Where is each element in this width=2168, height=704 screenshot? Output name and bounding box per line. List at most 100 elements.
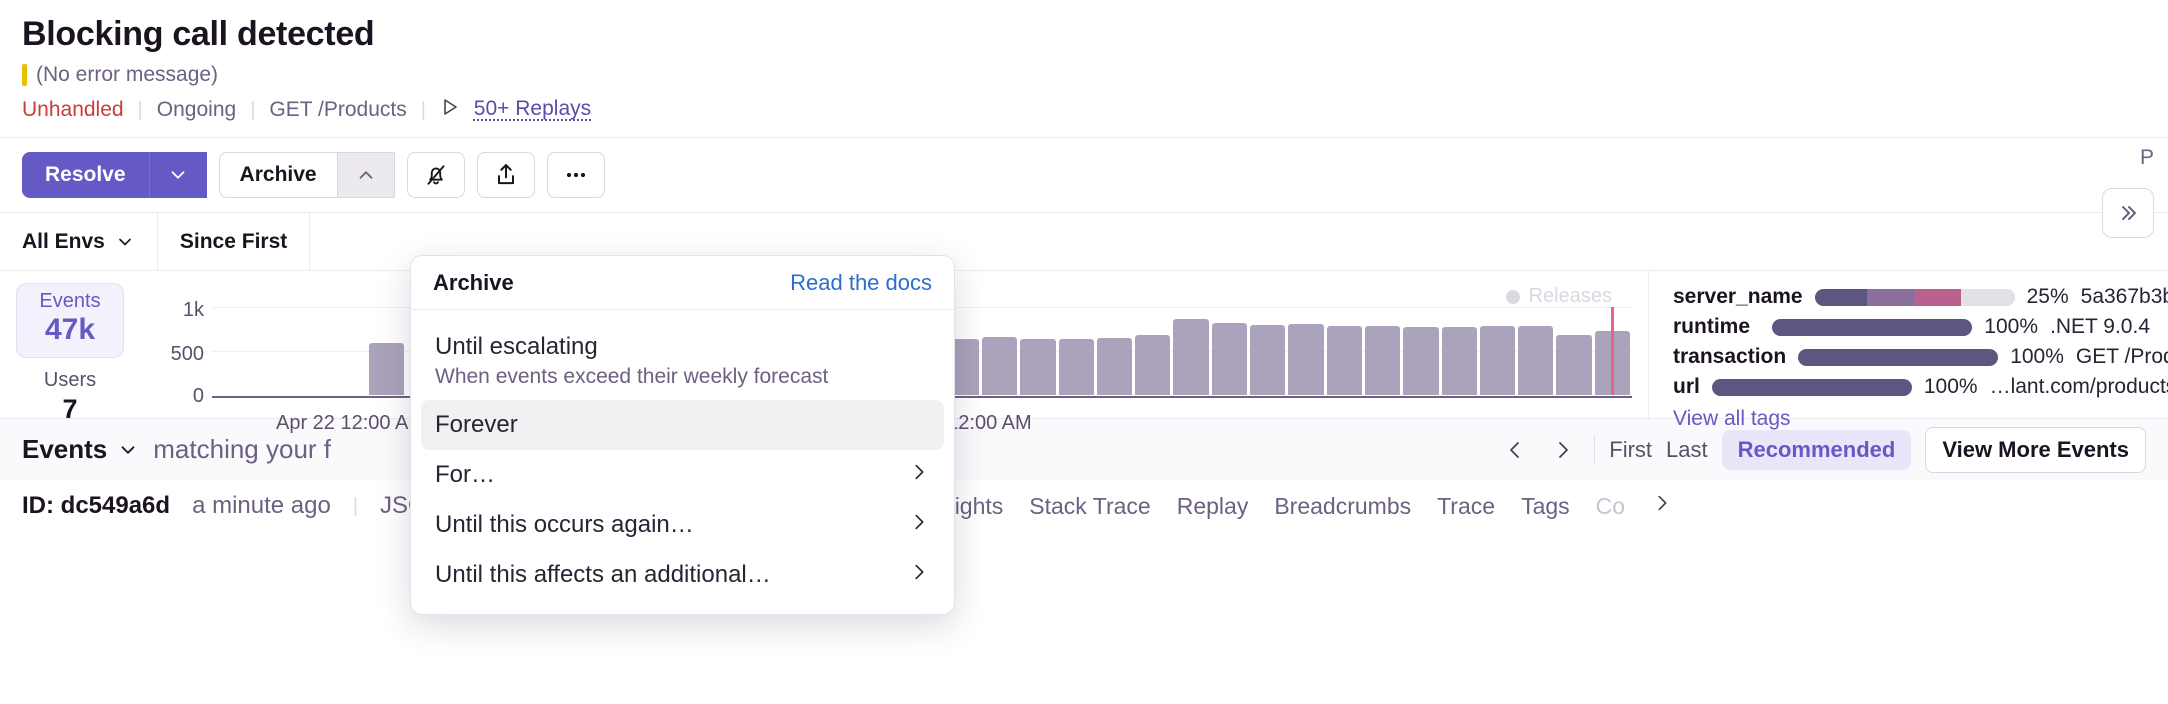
first-event-button[interactable]: First [1609,436,1653,462]
resolve-dropdown-button[interactable] [148,152,207,199]
environment-selector[interactable]: All Envs [0,213,158,271]
chart-bar [1096,338,1133,396]
archive-dropdown-button[interactable] [336,152,395,199]
last-event-button[interactable]: Last [1666,436,1708,462]
jump-item-replay[interactable]: Replay [1176,492,1249,519]
chart-bar [1326,326,1362,396]
archive-dropdown-menu: Archive Read the docs Until escalating Wh… [410,255,955,615]
archive-split-button: Archive [218,152,395,199]
tag-value: GET /Products [2075,345,2168,369]
tag-value: …lant.com/products [1989,375,2168,399]
chart-bar [1020,338,1056,396]
chart-bar [1211,323,1248,396]
recommended-event-button[interactable]: Recommended [1721,429,1912,470]
chart-bar [1441,327,1477,396]
tag-bar-segment [1960,288,2015,306]
view-all-tags-link[interactable]: View all tags [1673,407,1791,431]
events-stat[interactable]: Events 47k [16,283,124,358]
archive-menu-item[interactable]: Until this affects an additional… [421,550,944,600]
chevron-right-icon [1559,441,1569,458]
tag-bar-segment [1711,378,1912,396]
issue-meta-row: Unhandled | Ongoing | GET /Products | 50… [22,97,2168,123]
status-badge: Ongoing [156,98,237,122]
users-stat-value: 7 [62,393,78,424]
event-pager: First Last Recommended View More Events [1498,426,2146,473]
tag-value: .NET 9.0.4 [2050,315,2150,339]
replays-link[interactable]: 50+ Replays [440,97,591,123]
read-the-docs-link[interactable]: Read the docs [790,270,932,295]
tag-row[interactable]: url 100% …lant.com/products [1673,375,2168,399]
bell-slash-icon [427,165,445,185]
jump-item-tags[interactable]: Tags [1521,492,1570,519]
view-more-events-button[interactable]: View More Events [1925,426,2146,473]
tag-distribution-bar [1814,288,2015,306]
releases-legend-label: Releases [1528,285,1612,308]
play-icon [440,97,460,123]
tag-key: runtime [1673,315,1751,339]
resolve-split-button: Resolve [22,152,207,199]
chart-bar [1403,326,1439,396]
archive-menu-item-label: Until this occurs again… [435,511,694,538]
share-button[interactable] [476,152,535,199]
jump-item-stack-trace[interactable]: Stack Trace [1029,492,1151,519]
collapse-sidebar-button[interactable] [2102,188,2154,238]
ellipsis-icon [566,173,585,178]
tag-bar-segment [1814,288,1867,306]
archive-menu-item-text: Forever [435,411,518,439]
archive-menu-list: Until escalating When events exceed their… [411,310,954,614]
chart-bar [1135,335,1171,396]
tag-bar-segment [1866,288,1915,306]
release-marker [1611,307,1614,396]
tag-row[interactable]: runtime 100% .NET 9.0.4 [1673,315,2150,339]
events-bar: Events matching your f First Last Recomm… [0,418,2168,481]
resolve-button[interactable]: Resolve [22,152,149,199]
archive-menu-item-label: Until this affects an additional… [435,561,771,588]
tag-percent: 100% [1923,375,1978,399]
event-detail-strip: ID: dc549a6d a minute ago | JSON Jump to… [0,480,2168,528]
archive-menu-item-text: Until escalating When events exceed their… [435,333,828,389]
tag-distribution-bar [1772,318,1973,336]
archive-menu-item[interactable]: Until escalating When events exceed their… [421,322,944,400]
archive-menu-item[interactable]: Until this occurs again… [421,500,944,550]
tag-distribution-bar [1798,348,1999,366]
tag-bar-segment [1914,288,1961,306]
next-event-button[interactable] [1546,431,1580,469]
tag-row[interactable]: transaction 100% GET /Products [1673,345,2168,369]
archive-menu-item-text: Until this affects an additional… [435,561,771,589]
chart-bar [1556,335,1592,396]
prev-event-button[interactable] [1498,431,1532,469]
chart-bar [369,343,405,396]
archive-menu-item-text: For… [435,461,495,489]
events-selector[interactable]: Events [22,434,139,465]
tag-bar-segment [1798,348,1999,366]
transaction-label: GET /Products [269,98,407,122]
jump-overflow-button[interactable] [1651,492,1673,520]
severity-bar-icon [22,64,27,87]
archive-menu-item[interactable]: Forever [421,400,944,450]
more-actions-button[interactable] [546,152,605,199]
tag-row[interactable]: server_name 25% 5a367b3b57c9 [1673,285,2168,309]
x-tick-start: Apr 22 12:00 AM [276,412,425,435]
jump-item-breadcrumbs[interactable]: Breadcrumbs [1274,492,1412,519]
page-title: Blocking call detected [22,15,375,53]
jump-item-trace[interactable]: Trace [1437,492,1496,519]
date-range-selector[interactable]: Since First [158,213,311,271]
archive-menu-item[interactable]: For… [421,450,944,500]
chevron-down-icon [121,445,135,454]
archive-menu-item-text: Until this occurs again… [435,511,694,539]
archive-button[interactable]: Archive [218,152,337,199]
release-dot-icon [1505,289,1520,304]
tag-key: url [1673,375,1700,399]
chart-bar [1518,326,1554,396]
divider: | [137,98,143,121]
tags-panel: server_name 25% 5a367b3b57c9 runtime 100% .NE… [1648,271,2168,430]
mute-button[interactable] [406,152,465,199]
replays-link-label: 50+ Replays [473,97,592,121]
tag-percent: 100% [2010,345,2064,369]
archive-menu-item-label: Until escalating [435,333,598,360]
issue-header: Blocking call detected (No error message… [0,0,2168,123]
events-subtitle: matching your f [153,434,332,465]
jump-item-contexts[interactable]: Co [1595,492,1626,519]
chevrons-right-icon [2122,206,2136,220]
archive-menu-item-label: Forever [435,411,518,438]
